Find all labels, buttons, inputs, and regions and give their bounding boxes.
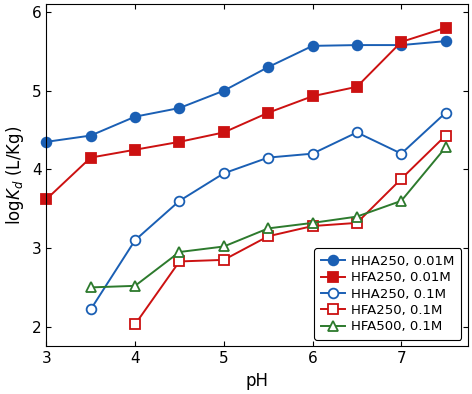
- HHA250, 0.1M: [132, 238, 138, 243]
- HFA500, 0.1M: [443, 145, 448, 150]
- HFA250, 0.01M: [265, 110, 271, 115]
- HFA250, 0.01M: [398, 39, 404, 44]
- HFA250, 0.01M: [310, 94, 315, 98]
- HFA250, 0.1M: [177, 259, 182, 264]
- HHA250, 0.1M: [443, 110, 448, 115]
- HFA250, 0.01M: [221, 130, 227, 135]
- HFA250, 0.01M: [354, 84, 360, 89]
- Legend: HHA250, 0.01M, HFA250, 0.01M, HHA250, 0.1M, HFA250, 0.1M, HFA500, 0.1M: HHA250, 0.01M, HFA250, 0.01M, HHA250, 0.…: [314, 249, 461, 340]
- Line: HHA250, 0.01M: HHA250, 0.01M: [42, 36, 450, 147]
- HFA250, 0.1M: [310, 224, 315, 229]
- HHA250, 0.01M: [354, 43, 360, 47]
- HHA250, 0.01M: [43, 139, 49, 144]
- HFA500, 0.1M: [221, 244, 227, 249]
- HFA250, 0.1M: [132, 322, 138, 327]
- HHA250, 0.01M: [265, 65, 271, 69]
- X-axis label: pH: pH: [245, 372, 269, 390]
- Line: HFA250, 0.1M: HFA250, 0.1M: [130, 131, 450, 329]
- HHA250, 0.01M: [310, 43, 315, 48]
- HFA250, 0.1M: [265, 234, 271, 239]
- Line: HHA250, 0.1M: HHA250, 0.1M: [86, 108, 450, 314]
- HHA250, 0.01M: [132, 114, 138, 119]
- HHA250, 0.1M: [88, 307, 93, 312]
- HFA250, 0.1M: [398, 177, 404, 181]
- HFA250, 0.01M: [88, 155, 93, 160]
- HHA250, 0.1M: [398, 151, 404, 156]
- HFA500, 0.1M: [265, 226, 271, 231]
- HHA250, 0.01M: [221, 88, 227, 93]
- HHA250, 0.01M: [177, 106, 182, 110]
- Y-axis label: log$K_d$ (L/Kg): log$K_d$ (L/Kg): [4, 126, 26, 225]
- HFA500, 0.1M: [310, 221, 315, 225]
- HFA500, 0.1M: [177, 250, 182, 255]
- HHA250, 0.1M: [177, 199, 182, 203]
- HFA250, 0.1M: [443, 133, 448, 138]
- HFA500, 0.1M: [88, 285, 93, 290]
- HFA250, 0.1M: [354, 221, 360, 225]
- Line: HFA250, 0.01M: HFA250, 0.01M: [42, 23, 450, 204]
- HFA500, 0.1M: [132, 283, 138, 288]
- HHA250, 0.1M: [310, 151, 315, 156]
- Line: HFA500, 0.1M: HFA500, 0.1M: [86, 143, 450, 292]
- HFA500, 0.1M: [398, 199, 404, 203]
- HFA250, 0.01M: [443, 25, 448, 30]
- HHA250, 0.01M: [88, 133, 93, 138]
- HFA250, 0.01M: [177, 139, 182, 144]
- HHA250, 0.01M: [398, 43, 404, 47]
- HHA250, 0.1M: [265, 155, 271, 160]
- HHA250, 0.1M: [354, 130, 360, 135]
- HHA250, 0.1M: [221, 171, 227, 176]
- HFA250, 0.01M: [43, 197, 49, 202]
- HHA250, 0.01M: [443, 39, 448, 43]
- HFA250, 0.01M: [132, 147, 138, 152]
- HFA500, 0.1M: [354, 214, 360, 219]
- HFA250, 0.1M: [221, 258, 227, 262]
